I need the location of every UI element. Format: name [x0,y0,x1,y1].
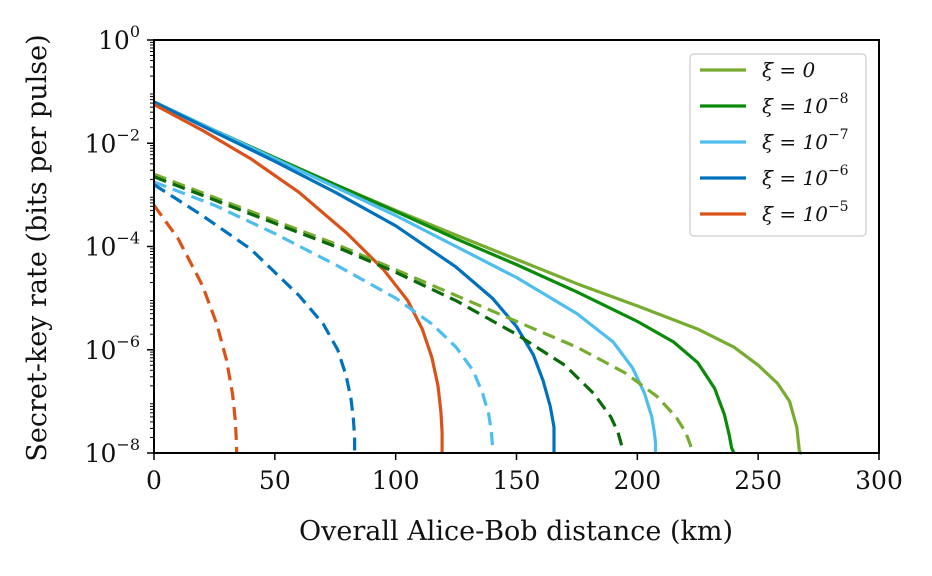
series-line-6-dashed [153,172,694,454]
y-tick-label: 10−2 [85,125,140,158]
y-axis-label: Secret-key rate (bits per pulse) [22,34,53,461]
legend-label: ξ = 0 [762,58,815,82]
y-tick-label: 10−8 [85,435,140,468]
x-tick-label: 50 [259,466,291,495]
series-layer [152,100,803,455]
series-line-3 [153,100,658,453]
legend: ξ = 0ξ = 10−8ξ = 10−7ξ = 10−6ξ = 10−5 [689,53,867,237]
series-line-4 [153,100,556,453]
series-line-9-dashed [153,183,357,453]
x-tick-label: 150 [493,466,541,495]
x-tick-label: 100 [372,466,420,495]
series-line-8-dashed [153,180,494,453]
legend-label: ξ = 10−5 [762,199,849,226]
x-tick-label: 0 [146,466,162,495]
y-tick-label: 10−4 [85,229,140,262]
x-tick-label: 250 [734,466,782,495]
legend-box [689,53,867,237]
x-tick-label: 200 [613,466,661,495]
y-tick-label: 100 [98,22,140,55]
series-line-5 [153,103,444,453]
series-line-10-dashed [152,204,239,454]
series-line-7-dashed [153,175,624,453]
ticks-layer: 0 50 100 150 200 250 300 100 10−2 10−4 10−6 10−8 [85,22,903,495]
y-tick-label: 10−6 [85,332,140,365]
x-axis-label: Overall Alice-Bob distance (km) [299,516,733,547]
x-tick-label: 300 [855,466,903,495]
